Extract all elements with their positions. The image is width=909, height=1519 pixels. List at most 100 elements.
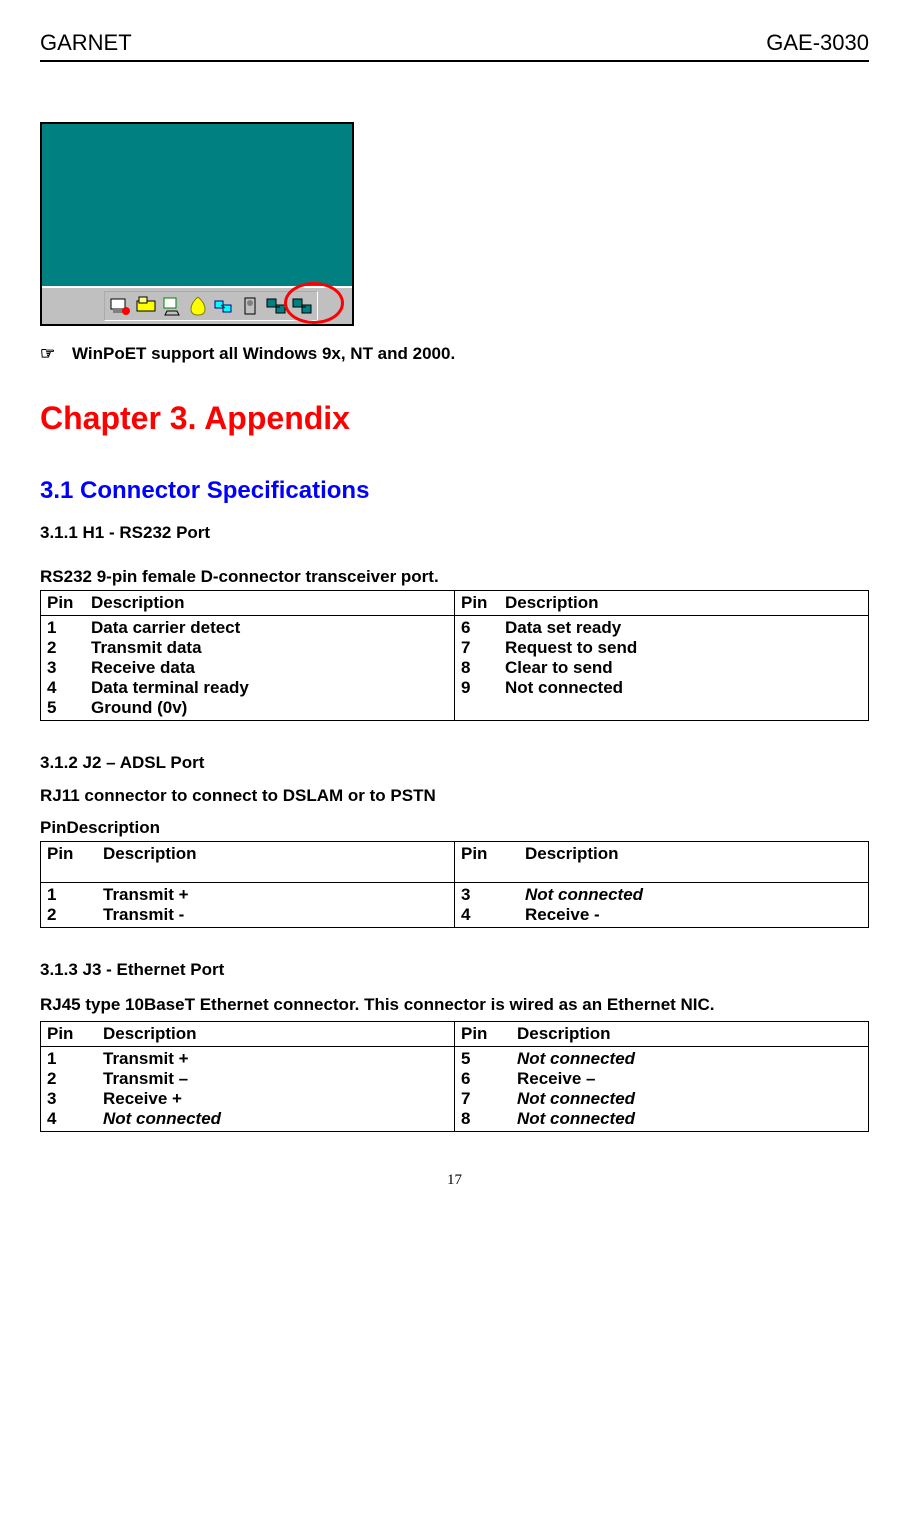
subheading-3-1-1: 3.1.1 H1 - RS232 Port: [40, 523, 869, 543]
col-pin: Pin: [461, 844, 525, 864]
eth-left-cell: 1Transmit +2Transmit –3Receive +4Not con…: [41, 1047, 455, 1132]
adsl-intro1: RJ11 connector to connect to DSLAM or to…: [40, 782, 869, 809]
note-line: ☞ WinPoET support all Windows 9x, NT and…: [40, 344, 869, 364]
windows-desktop-screenshot: [40, 122, 354, 326]
pin-description: Not connected: [517, 1109, 635, 1129]
table-row: 3Not connected: [461, 885, 862, 905]
pin-number: 5: [47, 698, 91, 718]
col-desc: Description: [525, 844, 619, 864]
table-row: 2Transmit data: [47, 638, 448, 658]
pin-description: Data terminal ready: [91, 678, 249, 698]
pin-description: Transmit +: [103, 885, 189, 905]
subheading-3-1-3: 3.1.3 J3 - Ethernet Port: [40, 956, 869, 983]
table-header-right: PinDescription: [455, 591, 869, 616]
rs232-table: PinDescription PinDescription 1Data carr…: [40, 590, 869, 721]
pin-description: Not connected: [103, 1109, 221, 1129]
table-row: 3Receive data: [47, 658, 448, 678]
pin-number: 2: [47, 905, 103, 925]
tray-icon-network-1: [265, 295, 287, 317]
tray-icon-4: [187, 295, 209, 317]
pin-number: 8: [461, 658, 505, 678]
col-desc: Description: [91, 593, 185, 613]
table-header-right: PinDescription: [455, 1022, 869, 1047]
pointer-icon: ☞: [40, 344, 55, 364]
pin-number: 6: [461, 618, 505, 638]
table-header-right: PinDescription: [455, 841, 869, 882]
system-tray: [104, 291, 318, 321]
header-left: GARNET: [40, 30, 132, 56]
pin-number: 2: [47, 1069, 103, 1089]
table-row: 1Transmit +: [47, 1049, 448, 1069]
table-row: 4Receive -: [461, 905, 862, 925]
pin-description: Receive +: [103, 1089, 182, 1109]
table-row: 7Request to send: [461, 638, 862, 658]
pin-description: Transmit -: [103, 905, 184, 925]
pin-number: 3: [47, 658, 91, 678]
table-row: 2Transmit –: [47, 1069, 448, 1089]
eth-intro: RJ45 type 10BaseT Ethernet connector. Th…: [40, 989, 869, 1021]
pin-description: Receive -: [525, 905, 600, 925]
pin-number: 4: [47, 678, 91, 698]
table-row: 6Receive –: [461, 1069, 862, 1089]
pin-number: 7: [461, 638, 505, 658]
table-row: 1Data carrier detect: [47, 618, 448, 638]
pin-description: Not connected: [505, 678, 623, 698]
tray-icon-5: [213, 295, 235, 317]
chapter-title: Chapter 3. Appendix: [40, 400, 869, 437]
rs232-left-cell: 1Data carrier detect2Transmit data3Recei…: [41, 616, 455, 721]
table-header-left: PinDescription: [41, 1022, 455, 1047]
table-row: 1Transmit +: [47, 885, 448, 905]
eth-table: PinDescription PinDescription 1Transmit …: [40, 1021, 869, 1132]
pin-description: Data set ready: [505, 618, 621, 638]
pin-description: Not connected: [517, 1049, 635, 1069]
col-pin: Pin: [461, 1024, 517, 1044]
adsl-table: PinDescription PinDescription 1Transmit …: [40, 841, 869, 928]
table-row: 6Data set ready: [461, 618, 862, 638]
pin-number: 2: [47, 638, 91, 658]
subheading-3-1-2: 3.1.2 J2 – ADSL Port: [40, 749, 869, 776]
pin-number: 5: [461, 1049, 517, 1069]
rs232-right-cell: 6Data set ready7Request to send8Clear to…: [455, 616, 869, 721]
table-row: 4Not connected: [47, 1109, 448, 1129]
pin-description: Receive –: [517, 1069, 595, 1089]
col-desc: Description: [103, 844, 197, 864]
page-header: GARNET GAE-3030: [40, 30, 869, 62]
col-desc: Description: [103, 1024, 197, 1044]
pin-description: Ground (0v): [91, 698, 187, 718]
table-row: 4Data terminal ready: [47, 678, 448, 698]
table-row: 8Clear to send: [461, 658, 862, 678]
col-pin: Pin: [47, 844, 103, 864]
note-text: WinPoET support all Windows 9x, NT and 2…: [72, 344, 455, 363]
table-header-left: PinDescription: [41, 841, 455, 882]
pin-number: 9: [461, 678, 505, 698]
header-right: GAE-3030: [766, 30, 869, 56]
tray-icon-6: [239, 295, 261, 317]
col-pin: Pin: [461, 593, 505, 613]
pin-number: 1: [47, 618, 91, 638]
adsl-right-cell: 3Not connected4Receive -: [455, 882, 869, 927]
table-row: 9Not connected: [461, 678, 862, 698]
windows-taskbar: [42, 286, 352, 324]
pin-number: 1: [47, 885, 103, 905]
pin-number: 1: [47, 1049, 103, 1069]
tray-icon-3: [161, 295, 183, 317]
tray-icon-2: [135, 295, 157, 317]
pin-description: Clear to send: [505, 658, 613, 678]
table-row: 8Not connected: [461, 1109, 862, 1129]
pin-description: Transmit data: [91, 638, 202, 658]
table-row: 2Transmit -: [47, 905, 448, 925]
pin-number: 8: [461, 1109, 517, 1129]
pin-number: 3: [47, 1089, 103, 1109]
pin-description: Transmit –: [103, 1069, 188, 1089]
pin-number: 7: [461, 1089, 517, 1109]
pin-description: Data carrier detect: [91, 618, 240, 638]
col-desc: Description: [517, 1024, 611, 1044]
pin-description: Not connected: [517, 1089, 635, 1109]
table-row: 3Receive +: [47, 1089, 448, 1109]
section-title-3-1: 3.1 Connector Specifications: [40, 477, 869, 505]
pin-description: Transmit +: [103, 1049, 189, 1069]
adsl-left-cell: 1Transmit +2Transmit -: [41, 882, 455, 927]
adsl-intro2: PinDescription: [40, 814, 869, 841]
col-pin: Pin: [47, 593, 91, 613]
table-row: 5Not connected: [461, 1049, 862, 1069]
